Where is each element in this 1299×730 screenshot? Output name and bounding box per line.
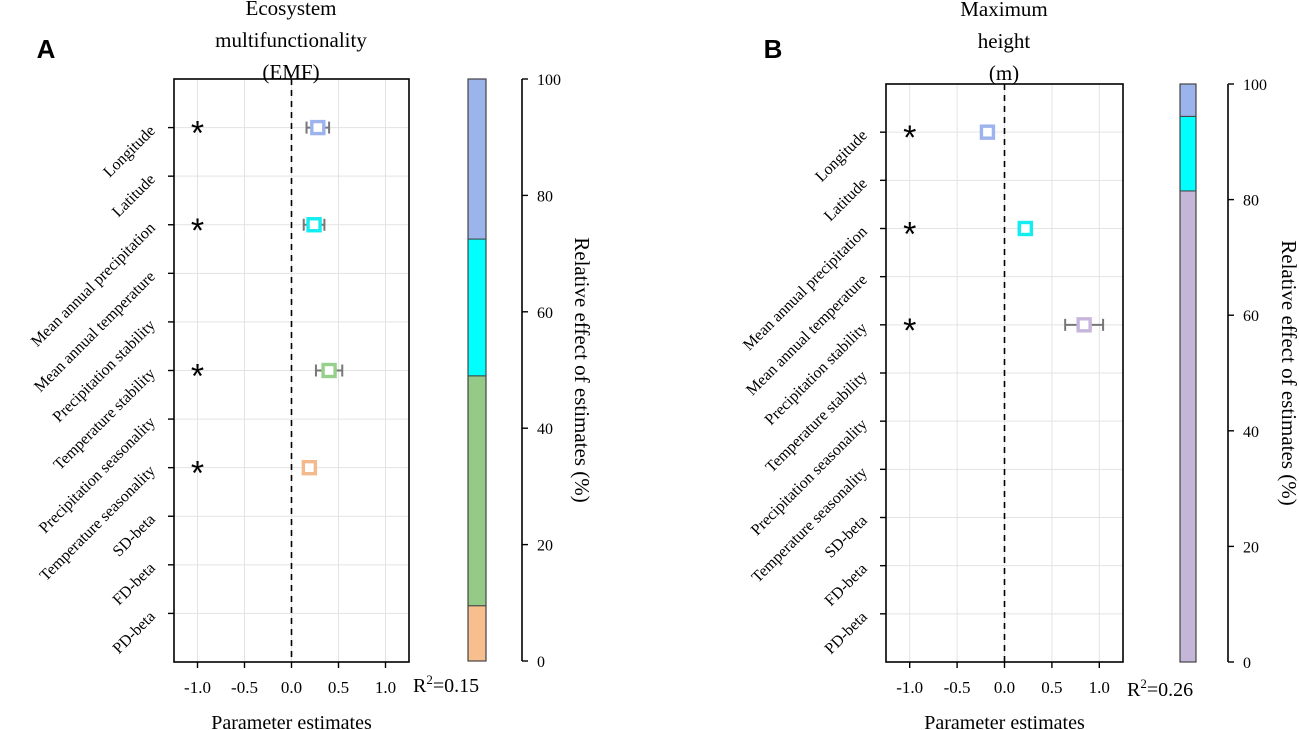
panel-title-line: (m) — [989, 61, 1019, 85]
panel-label: A — [37, 34, 56, 64]
relative-effect-segment-temperature-seasonality — [467, 605, 487, 662]
panel-title-line: multifunctionality — [215, 28, 367, 52]
estimate-marker — [979, 124, 996, 140]
relative-effect-axis-label: Relative effect of estimates (%) — [570, 237, 594, 503]
y-tick-label-fd-beta: FD-beta — [110, 560, 159, 609]
significance-marker: * — [903, 312, 916, 350]
point-mean-annual-precipitation — [302, 217, 326, 233]
relative-effect-tick-label: 0 — [537, 654, 545, 671]
relative-effect-tick-label: 80 — [1243, 193, 1259, 210]
relative-effect-segment-longitude — [467, 78, 487, 240]
relative-effect-tick-label: 0 — [1243, 655, 1251, 672]
y-tick-label-sd-beta: SD-beta — [110, 511, 159, 560]
point-precipitation-stability — [1064, 317, 1105, 333]
r-squared-label: R2=0.26 — [1127, 676, 1193, 701]
significance-marker: * — [191, 212, 204, 250]
r-squared-value: =0.26 — [1147, 679, 1193, 701]
relative-effect-tick-label: 80 — [537, 188, 553, 205]
point-longitude — [979, 124, 996, 140]
r-squared-superscript: 2 — [426, 672, 433, 687]
r-squared-label: R2=0.15 — [413, 672, 479, 697]
y-tick-label-pd-beta: PD-beta — [822, 609, 871, 658]
estimate-marker — [321, 362, 337, 379]
estimate-marker — [1076, 317, 1092, 333]
significance-marker: * — [191, 115, 204, 153]
x-tick-label: -0.5 — [231, 678, 258, 697]
x-tick-label: 0.5 — [328, 678, 349, 697]
significance-marker: * — [903, 216, 916, 254]
y-tick-label-fd-beta: FD-beta — [822, 560, 871, 609]
relative-effect-axis-label: Relative effect of estimates (%) — [1277, 240, 1299, 506]
significance-marker: * — [191, 455, 204, 493]
relative-effect-tick-label: 100 — [1243, 77, 1267, 94]
estimate-marker — [306, 217, 322, 233]
r-squared-superscript: 2 — [1140, 676, 1147, 691]
relative-effect-segment-temperature-stability — [467, 375, 487, 607]
x-tick-label: 0.0 — [281, 678, 302, 697]
significance-marker: * — [903, 119, 916, 157]
x-tick-label: 1.0 — [375, 678, 396, 697]
panel-title-line: height — [978, 29, 1031, 53]
x-tick-label: 0.0 — [994, 678, 1015, 697]
x-tick-label: 1.0 — [1089, 678, 1110, 697]
r-squared-value: =0.15 — [433, 675, 479, 697]
panel-title-line: Maximum — [960, 0, 1048, 21]
relative-effect-segment-mean-annual-precipitation — [1179, 115, 1197, 192]
estimate-marker — [301, 459, 318, 476]
relative-effect-tick-label: 60 — [1243, 308, 1259, 325]
x-tick-label: -1.0 — [896, 678, 923, 697]
relative-effect-tick-label: 100 — [537, 72, 561, 89]
point-mean-annual-precipitation — [1017, 220, 1034, 237]
relative-effect-segment-longitude — [1179, 83, 1197, 117]
r-squared-r: R — [1127, 679, 1141, 701]
relative-effect-frame — [1179, 83, 1197, 663]
panel-a: AEcosystemmultifunctionality(EMF)Longitu… — [28, 0, 594, 730]
estimate-marker — [310, 119, 326, 136]
significance-marker: * — [191, 358, 204, 396]
relative-effect-tick-label: 20 — [1243, 539, 1259, 556]
y-tick-label-latitude: Latitude — [109, 171, 159, 221]
x-axis-label: Parameter estimates — [211, 712, 372, 730]
x-tick-label: -0.5 — [944, 678, 971, 697]
relative-effect-tick-label: 40 — [537, 421, 553, 438]
y-tick-label-longitude: Longitude — [812, 127, 871, 186]
y-tick-label-sd-beta: SD-beta — [822, 512, 871, 561]
point-longitude — [305, 119, 331, 136]
x-tick-label: -1.0 — [184, 678, 211, 697]
relative-effect-segment-precipitation-stability — [1179, 190, 1197, 663]
point-temperature-stability — [314, 362, 344, 379]
relative-effect-tick-label: 20 — [537, 538, 553, 555]
relative-effect-segment-mean-annual-precipitation — [467, 238, 487, 377]
point-temperature-seasonality — [301, 459, 318, 476]
estimate-marker — [1017, 220, 1034, 237]
relative-effect-tick-label: 60 — [537, 305, 553, 322]
panel-title-line: Ecosystem — [246, 0, 337, 20]
y-tick-label-latitude: Latitude — [821, 175, 871, 225]
relative-effect-tick-label: 40 — [1243, 424, 1259, 441]
x-axis-label: Parameter estimates — [924, 712, 1085, 730]
panel-label: B — [764, 34, 783, 64]
relative-effect-frame — [467, 78, 487, 662]
y-tick-label-pd-beta: PD-beta — [110, 608, 159, 657]
y-tick-label-longitude: Longitude — [100, 122, 159, 181]
r-squared-r: R — [413, 675, 427, 697]
x-tick-label: 0.5 — [1041, 678, 1062, 697]
